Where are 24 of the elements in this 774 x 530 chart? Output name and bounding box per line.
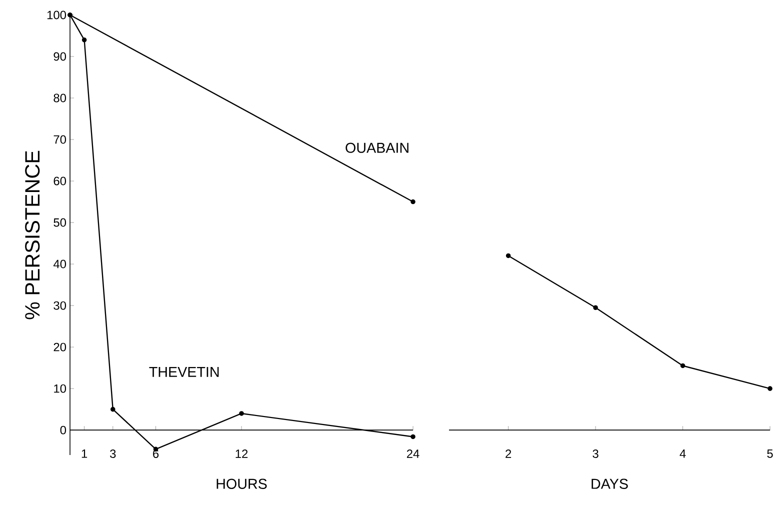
x-tick-label: 2 (506, 450, 512, 458)
y-tick-label: 70 (54, 135, 66, 144)
x-tick-label: 3 (110, 450, 116, 458)
y-tick-label: 30 (54, 301, 66, 310)
text: THEVETIN (149, 367, 219, 377)
y-axis-title: % PERSISTENCE (25, 150, 40, 320)
y-tick-label: 50 (54, 218, 66, 227)
y-tick-label: 60 (54, 176, 66, 186)
x-axis-title: HOURS (216, 478, 267, 489)
series-label: OUABAIN (346, 142, 408, 153)
x-axis-title: DAYS (592, 478, 628, 489)
y-tick-label: 0 (60, 426, 66, 434)
y-tick-label: 80 (54, 94, 66, 102)
y-tick-label: 20 (54, 342, 66, 352)
x-tick-label: 24 (406, 450, 420, 458)
x-tick-label: 1 (82, 450, 88, 458)
y-tick-label: 10 (54, 384, 66, 393)
y-tick-label: 40 (53, 260, 66, 268)
y-tick-label: 90 (54, 52, 66, 61)
x-tick-label: 5 (767, 450, 773, 458)
x-tick-label: 3 (592, 450, 598, 458)
x-tick-label: 4 (680, 450, 686, 458)
x-tick-label: 12 (236, 450, 248, 458)
y-tick-label: 100 (47, 10, 66, 20)
